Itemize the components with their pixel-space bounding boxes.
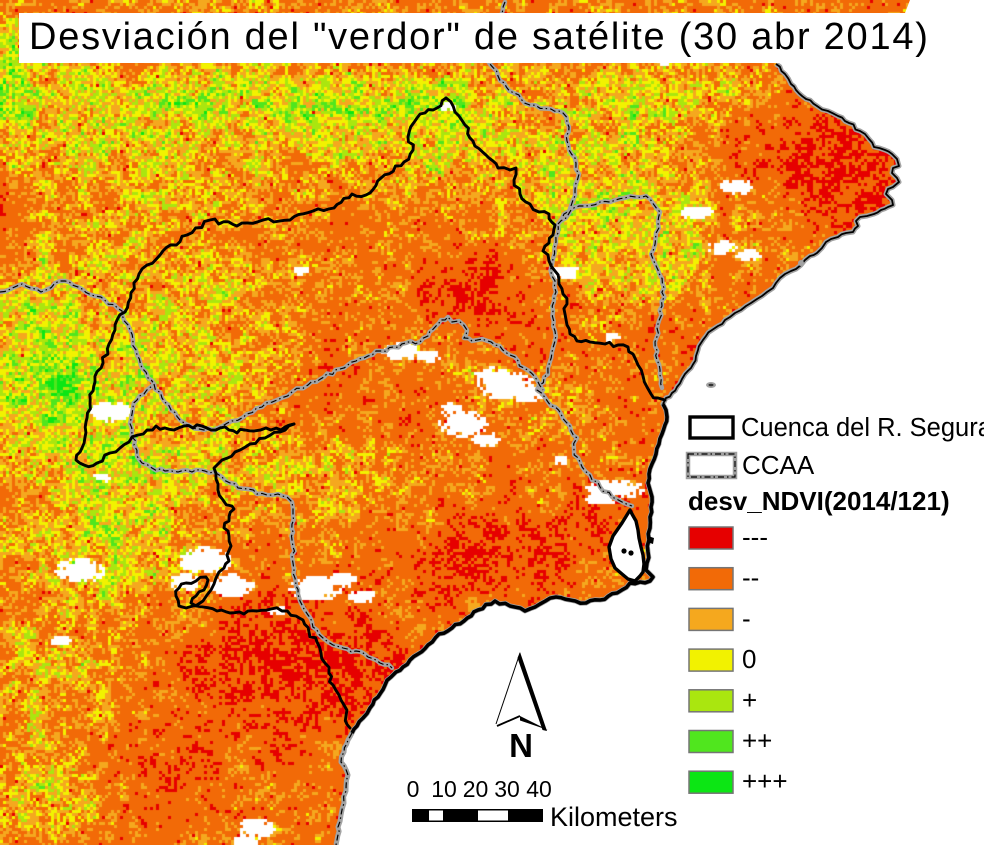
svg-text:Cuenca del R. Segura: Cuenca del R. Segura — [741, 414, 984, 442]
svg-text:20: 20 — [463, 776, 489, 802]
svg-text:Kilometers: Kilometers — [550, 802, 678, 832]
svg-text:N: N — [509, 727, 533, 764]
svg-text:10: 10 — [431, 776, 457, 802]
svg-text:---: --- — [742, 522, 768, 552]
svg-text:40: 40 — [526, 776, 552, 802]
svg-text:+++: +++ — [742, 766, 788, 796]
svg-text:desv_NDVI(2014/121): desv_NDVI(2014/121) — [688, 486, 950, 516]
svg-text:-: - — [742, 603, 751, 633]
svg-text:CCAA: CCAA — [742, 450, 815, 480]
svg-text:30: 30 — [494, 776, 520, 802]
svg-text:0: 0 — [407, 776, 420, 802]
svg-text:Desviación del "verdor" de sat: Desviación del "verdor" de satélite (30 … — [29, 16, 930, 58]
svg-text:--: -- — [742, 563, 759, 593]
svg-text:+: + — [742, 685, 757, 715]
svg-text:++: ++ — [742, 726, 772, 756]
svg-text:0: 0 — [742, 644, 756, 674]
